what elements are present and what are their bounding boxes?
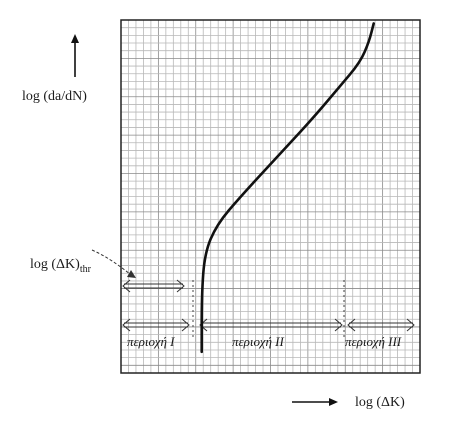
plot-frame [120, 19, 421, 374]
y-axis-label: log (da/dN) [22, 89, 87, 104]
plot-grid [121, 20, 420, 373]
threshold-leader-arrow-icon [127, 270, 136, 278]
x-axis-arrow-icon [292, 398, 338, 406]
region-divider-lines [192, 280, 345, 340]
threshold-label: log (ΔK)thr [30, 257, 92, 275]
threshold-leader-line [91, 249, 131, 275]
y-axis-arrow-icon [71, 34, 79, 77]
region-arrow-1-icon [122, 318, 190, 332]
x-axis-label: log (ΔK) [355, 395, 405, 410]
region-arrow-3-icon [347, 318, 415, 332]
threshold-width-arrow-icon [122, 279, 185, 293]
region-label-3: περιοχή III [345, 334, 402, 349]
region-arrow-2-icon [199, 318, 343, 332]
region-label-1: περιοχή I [127, 334, 175, 349]
threshold-label-subscript: thr [80, 264, 92, 275]
crack-growth-curve [200, 22, 375, 354]
threshold-label-main: log (ΔK) [30, 257, 80, 272]
region-label-2: περιοχή II [232, 334, 284, 349]
